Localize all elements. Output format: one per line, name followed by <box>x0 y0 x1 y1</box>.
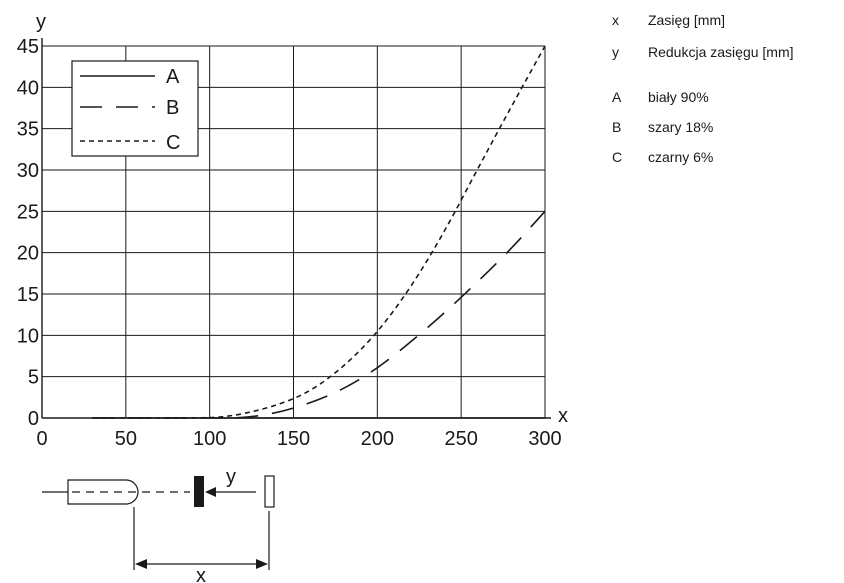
key-text: Zasięg [mm] <box>648 12 726 28</box>
diagram-y-label: y <box>226 466 236 488</box>
key-symbol: C <box>612 149 623 165</box>
x-tick-label: 250 <box>444 428 477 450</box>
y-tick-label: 10 <box>17 325 39 347</box>
diagram-x-label: x <box>196 565 206 583</box>
key-text: Redukcja zasięgu [mm] <box>648 44 794 60</box>
x-tick-label: 300 <box>528 428 561 450</box>
series-line-B <box>92 210 546 419</box>
key-symbol: y <box>612 44 619 60</box>
key-text: biały 90% <box>648 89 709 105</box>
key-text: czarny 6% <box>648 149 714 165</box>
x-tick-label: 150 <box>277 428 310 450</box>
key-symbol: A <box>612 89 622 105</box>
y-tick-label: 45 <box>17 36 39 58</box>
dimension-arrow-left <box>135 559 147 569</box>
x-tick-label: 100 <box>193 428 226 450</box>
grid <box>41 45 546 419</box>
x-tick-label: 50 <box>115 428 137 450</box>
measurement-diagram: y x <box>42 466 275 583</box>
legend-box <box>71 60 199 157</box>
legend: A B C <box>71 60 199 157</box>
key-item-x: x Zasięg [mm] <box>612 11 725 29</box>
x-axis-label: x <box>558 405 568 427</box>
dark-target <box>194 476 204 507</box>
tick-labels: 0 50 100 150 200 250 300 0 5 10 15 20 25 30 35 40 45 <box>17 36 562 450</box>
x-tick-label: 0 <box>36 428 47 450</box>
series-line-C <box>92 45 546 419</box>
dimension-arrow-right <box>256 559 268 569</box>
x-tick-label: 200 <box>361 428 394 450</box>
y-tick-label: 20 <box>17 243 39 265</box>
y-tick-label: 5 <box>28 367 39 389</box>
white-target <box>264 475 275 508</box>
key-symbol: x <box>612 12 619 28</box>
legend-label-a: A <box>166 66 180 88</box>
key-text: szary 18% <box>648 119 714 135</box>
key-item-y: y Redukcja zasięgu [mm] <box>612 43 794 61</box>
key-symbol: B <box>612 119 622 135</box>
y-tick-label: 40 <box>17 77 39 99</box>
series-layer <box>92 45 546 419</box>
y-tick-label: 15 <box>17 284 39 306</box>
legend-label-b: B <box>166 97 179 119</box>
reduction-arrow-head <box>205 487 216 497</box>
y-tick-label: 25 <box>17 201 39 223</box>
legend-label-c: C <box>166 132 180 154</box>
y-tick-label: 0 <box>28 408 39 430</box>
y-tick-label: 30 <box>17 160 39 182</box>
y-axis-label: y <box>36 11 46 33</box>
y-tick-label: 35 <box>17 119 39 141</box>
